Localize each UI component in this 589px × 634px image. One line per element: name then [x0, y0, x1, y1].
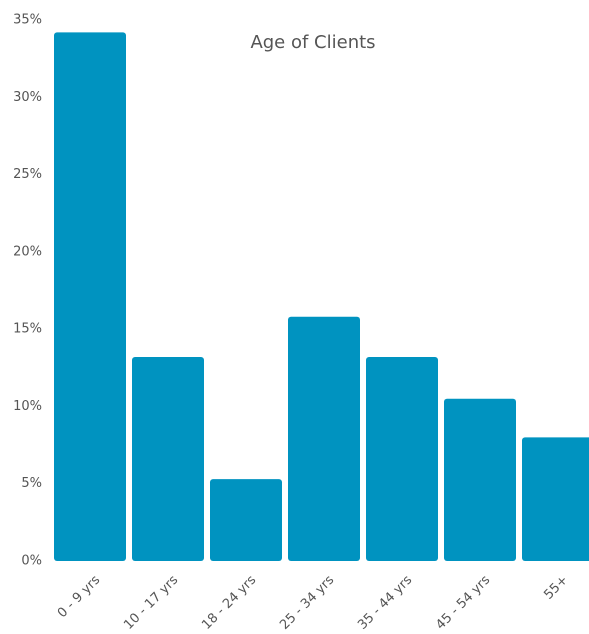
bar: [366, 356, 438, 561]
chart-title: Age of Clients: [250, 32, 375, 53]
x-tick-label: 0 - 9 yrs: [55, 573, 104, 622]
x-tick-label: 10 - 17 yrs: [121, 573, 181, 633]
x-tick-label: 25 - 34 yrs: [277, 573, 337, 633]
x-tick-label: 35 - 44 yrs: [355, 573, 415, 633]
y-tick-label: 35%: [13, 13, 42, 28]
y-tick-label: 20%: [13, 244, 42, 259]
x-tick-label: 45 - 54 yrs: [433, 573, 493, 633]
x-tick-label: 18 - 24 yrs: [199, 573, 259, 633]
bar: [54, 32, 126, 561]
bar: [522, 437, 589, 561]
bar: [132, 356, 204, 561]
y-tick-label: 25%: [13, 167, 42, 182]
y-tick-label: 10%: [13, 399, 42, 414]
y-tick-label: 0%: [21, 554, 42, 569]
bar: [288, 316, 360, 561]
bar: [444, 398, 516, 561]
x-tick-label: 55+: [541, 573, 571, 603]
bar: [210, 479, 282, 561]
y-tick-label: 5%: [21, 476, 42, 491]
y-tick-label: 30%: [13, 90, 42, 105]
y-tick-label: 15%: [13, 322, 42, 337]
